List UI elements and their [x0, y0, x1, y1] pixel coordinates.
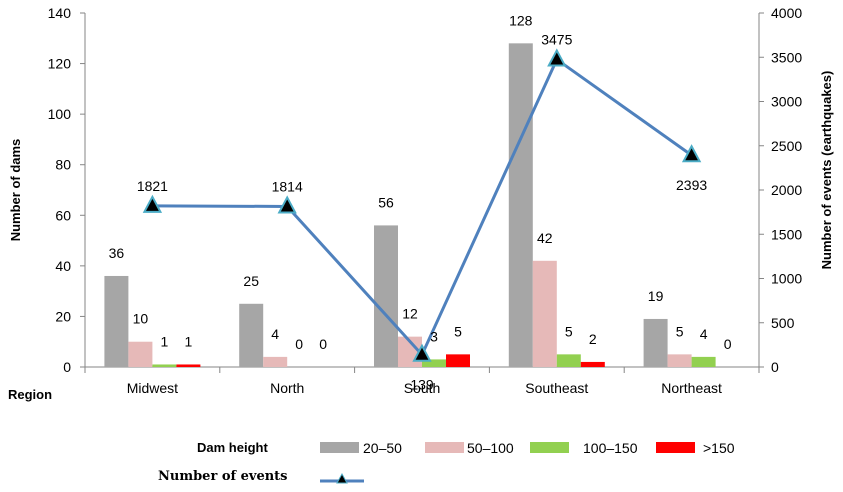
- y-tick-label: 40: [55, 258, 71, 274]
- bar: [508, 43, 533, 367]
- events-marker: [681, 144, 702, 163]
- x-tick-label: Southeast: [525, 380, 588, 396]
- bar: [263, 356, 288, 367]
- legend-swatch: [530, 442, 569, 453]
- events-marker: [142, 194, 163, 213]
- bar-data-label: 42: [537, 230, 553, 246]
- bar-data-label: 19: [648, 288, 664, 304]
- bar-data-label: 5: [454, 323, 462, 339]
- x-tick-label: Midwest: [127, 380, 178, 396]
- x-axis-title: Region: [8, 387, 52, 402]
- bar-data-label: 3: [430, 328, 438, 344]
- bar-data-label: 4: [271, 326, 279, 342]
- bar-data-label: 0: [319, 336, 327, 352]
- bar-data-label: 128: [509, 12, 533, 28]
- bars-layer: [104, 43, 716, 367]
- x-tick-label: North: [270, 380, 304, 396]
- bar: [446, 354, 470, 367]
- bar: [128, 341, 153, 367]
- y2-tick-label: 3500: [771, 49, 802, 65]
- events-data-label: 1821: [137, 178, 168, 194]
- y2-tick-label: 0: [771, 359, 779, 375]
- events-marker: [277, 195, 297, 214]
- y2-tick-label: 1500: [771, 226, 802, 242]
- bar-data-label: 4: [700, 326, 708, 342]
- y-tick-label: 20: [55, 308, 71, 324]
- legend-items: 20–50 50–100 100–150 >150: [320, 440, 735, 456]
- bar: [556, 354, 581, 367]
- events-marker: [547, 48, 567, 67]
- bar-data-label: 36: [109, 245, 125, 261]
- bar-data-label: 25: [243, 273, 259, 289]
- legend-label: 50–100: [467, 440, 514, 456]
- axes-layer: 0204060801001201400500100015002000250030…: [48, 5, 803, 396]
- events-data-label: 1814: [272, 178, 303, 194]
- bar: [374, 225, 398, 367]
- events-data-label: 2393: [676, 177, 707, 193]
- bar-data-label: 0: [295, 336, 303, 352]
- legend-label: 20–50: [363, 440, 402, 456]
- y2-axis-title: Number of events (earthquakes): [819, 71, 834, 270]
- bar: [152, 364, 177, 367]
- y2-tick-label: 1000: [771, 271, 802, 287]
- bar-data-label: 56: [378, 194, 394, 210]
- bar: [691, 356, 716, 367]
- y-tick-label: 0: [63, 359, 71, 375]
- events-data-label: 139: [410, 377, 434, 393]
- legend-events-swatch: [320, 472, 364, 484]
- events-line-layer: [142, 48, 702, 362]
- events-data-label: 3475: [541, 31, 572, 47]
- y-tick-label: 120: [48, 56, 72, 72]
- y2-tick-label: 2500: [771, 138, 802, 154]
- legend-swatch: [320, 442, 359, 453]
- legend: Dam height 20–50 50–100 100–150 >150 Number…: [158, 440, 735, 484]
- y-axis-title: Number of dams: [8, 139, 23, 242]
- bar-data-label: 5: [565, 323, 573, 339]
- events-line: [152, 57, 693, 358]
- legend-dam-height-title: Dam height: [197, 440, 268, 455]
- legend-events-title: Number of events: [158, 469, 288, 484]
- y-tick-label: 140: [48, 5, 72, 21]
- x-tick-label: South: [404, 380, 441, 396]
- y2-tick-label: 500: [771, 315, 795, 331]
- y-tick-label: 80: [55, 157, 71, 173]
- bar-data-label: 12: [402, 306, 418, 322]
- bar-data-label: 2: [589, 331, 597, 347]
- bar-data-label: 5: [676, 323, 684, 339]
- y2-tick-label: 4000: [771, 5, 802, 21]
- bar-data-label: 1: [185, 333, 193, 349]
- bar-data-label: 0: [724, 336, 732, 352]
- bar-data-label: 1: [161, 333, 169, 349]
- legend-swatch: [425, 442, 464, 453]
- y2-tick-label: 2000: [771, 182, 802, 198]
- bar: [104, 275, 129, 367]
- bar: [643, 318, 668, 367]
- legend-swatch: [656, 442, 695, 453]
- bar: [580, 361, 605, 367]
- bar: [532, 260, 557, 367]
- y2-tick-label: 3000: [771, 94, 802, 110]
- bar: [667, 354, 692, 367]
- bar: [239, 303, 264, 367]
- y-tick-label: 60: [55, 207, 71, 223]
- bar: [176, 364, 201, 367]
- bar-data-label: 10: [133, 311, 149, 327]
- bar: [422, 359, 446, 367]
- y-tick-label: 100: [48, 106, 72, 122]
- legend-label: >150: [703, 440, 735, 456]
- events-marker: [412, 343, 432, 362]
- legend-label: 100–150: [583, 440, 638, 456]
- x-tick-label: Northeast: [661, 380, 722, 396]
